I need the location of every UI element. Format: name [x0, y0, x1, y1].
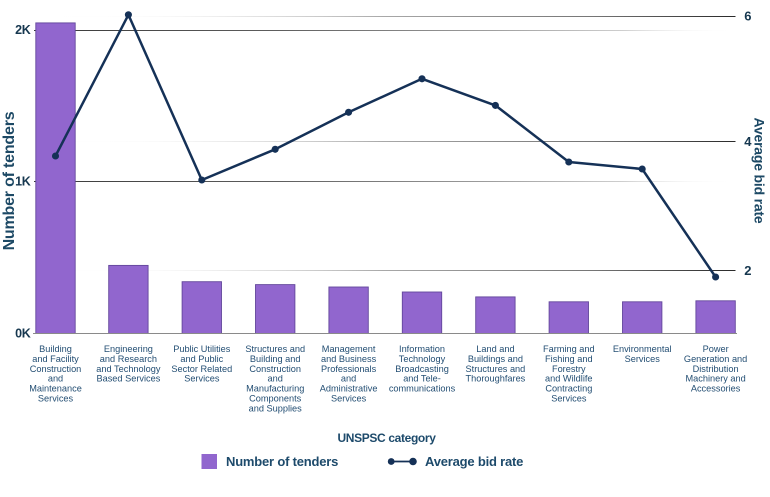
svg-text:Maintenance: Maintenance	[29, 384, 82, 394]
svg-text:Public Utilities: Public Utilities	[173, 344, 231, 354]
svg-text:and Technology: and Technology	[96, 364, 161, 374]
svg-text:Building: Building	[39, 344, 72, 354]
svg-text:Environmental: Environmental	[613, 344, 672, 354]
svg-text:UNSPSC category: UNSPSC category	[337, 431, 436, 445]
svg-text:Services: Services	[331, 394, 367, 404]
svg-text:0K: 0K	[15, 327, 31, 341]
svg-text:Number of tenders: Number of tenders	[226, 454, 338, 469]
svg-text:Farming and: Farming and	[543, 344, 595, 354]
svg-text:and Tele-: and Tele-	[403, 374, 441, 384]
svg-text:and: and	[341, 374, 356, 384]
svg-text:Technology: Technology	[399, 354, 446, 364]
svg-text:Manufacturing: Manufacturing	[246, 384, 304, 394]
svg-text:Structures and: Structures and	[466, 364, 526, 374]
svg-text:Fishing and: Fishing and	[545, 354, 593, 364]
svg-text:Construction: Construction	[249, 364, 301, 374]
svg-text:Based Services: Based Services	[96, 374, 160, 384]
svg-text:and Business: and Business	[321, 354, 377, 364]
svg-text:Services: Services	[184, 374, 220, 384]
svg-text:2K: 2K	[15, 23, 31, 37]
svg-text:Information: Information	[399, 344, 445, 354]
svg-text:Professionals: Professionals	[321, 364, 377, 374]
svg-text:and Public: and Public	[180, 354, 223, 364]
svg-text:Sector Related: Sector Related	[171, 364, 232, 374]
svg-text:Forestry: Forestry	[552, 364, 586, 374]
svg-text:Components: Components	[249, 394, 301, 404]
svg-text:and Supplies: and Supplies	[249, 403, 303, 413]
svg-text:Services: Services	[38, 394, 74, 404]
svg-text:4: 4	[744, 134, 752, 149]
svg-text:Building and: Building and	[250, 354, 301, 364]
svg-text:Structures and: Structures and	[245, 344, 305, 354]
svg-text:2: 2	[744, 263, 751, 278]
svg-text:Average bid rate: Average bid rate	[425, 454, 523, 469]
svg-text:Number of tenders: Number of tenders	[1, 111, 18, 250]
svg-text:and: and	[268, 374, 283, 384]
svg-text:Machinery and: Machinery and	[685, 374, 745, 384]
svg-text:Distribution: Distribution	[693, 364, 739, 374]
svg-text:Thoroughfares: Thoroughfares	[466, 374, 526, 384]
svg-text:and Facility: and Facility	[32, 354, 79, 364]
svg-text:communications: communications	[389, 384, 456, 394]
svg-text:Administrative: Administrative	[320, 384, 378, 394]
svg-text:6: 6	[744, 8, 751, 23]
svg-text:Construction: Construction	[30, 364, 82, 374]
svg-text:and Wildlife: and Wildlife	[545, 374, 593, 384]
svg-text:Broadcasting: Broadcasting	[395, 364, 449, 374]
svg-text:Power: Power	[703, 344, 729, 354]
svg-text:Buildings and: Buildings and	[468, 354, 523, 364]
svg-text:Services: Services	[551, 394, 587, 404]
svg-text:Land and: Land and	[476, 344, 514, 354]
svg-text:Engineering: Engineering	[104, 344, 153, 354]
svg-text:Accessories: Accessories	[691, 384, 741, 394]
svg-text:1K: 1K	[15, 175, 31, 189]
svg-text:and: and	[48, 374, 63, 384]
svg-text:Contracting: Contracting	[545, 384, 592, 394]
svg-text:Management: Management	[322, 344, 376, 354]
svg-text:Generation and: Generation and	[684, 354, 747, 364]
svg-text:Average bid rate: Average bid rate	[752, 118, 768, 224]
svg-text:Services: Services	[625, 354, 661, 364]
svg-text:and Research: and Research	[100, 354, 157, 364]
